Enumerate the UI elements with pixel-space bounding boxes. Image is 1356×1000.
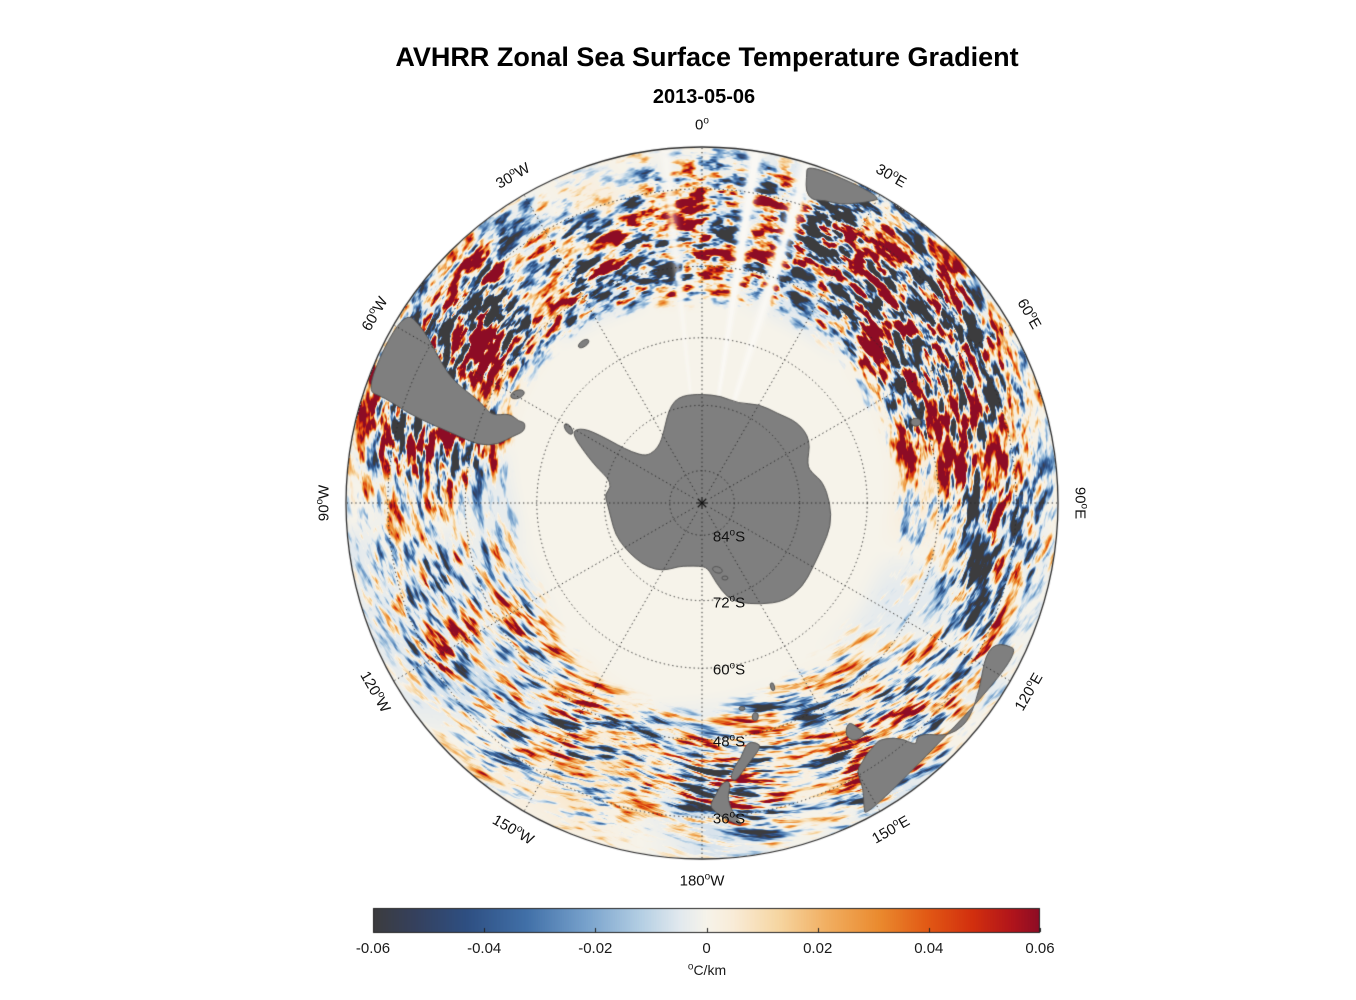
- colorbar-tick: 0.02: [803, 940, 833, 957]
- chart-title: AVHRR Zonal Sea Surface Temperature Grad…: [395, 42, 1019, 72]
- colorbar-tick: -0.06: [355, 940, 391, 957]
- meridian-label: 180oW: [679, 871, 725, 890]
- parallel-label: 60oS: [712, 660, 746, 679]
- colorbar-tick: 0.06: [1025, 940, 1055, 957]
- meridian-label: 0o: [695, 115, 709, 134]
- parallel-label: 72oS: [712, 593, 746, 612]
- colorbar-tick: 0: [702, 940, 711, 957]
- chart-subtitle: 2013-05-06: [652, 86, 756, 108]
- parallel-label: 48oS: [712, 732, 746, 751]
- meridian-label: 90oE: [1071, 486, 1090, 520]
- parallel-label: 36oS: [712, 809, 746, 828]
- colorbar-tick: -0.02: [578, 940, 613, 957]
- colorbar-tick: 0.04: [914, 940, 944, 957]
- meridian-label: 90oW: [314, 484, 333, 522]
- colorbar-tick: -0.04: [467, 940, 502, 957]
- colorbar-unit-label: oC/km: [687, 961, 727, 978]
- parallel-label: 84oS: [712, 527, 746, 546]
